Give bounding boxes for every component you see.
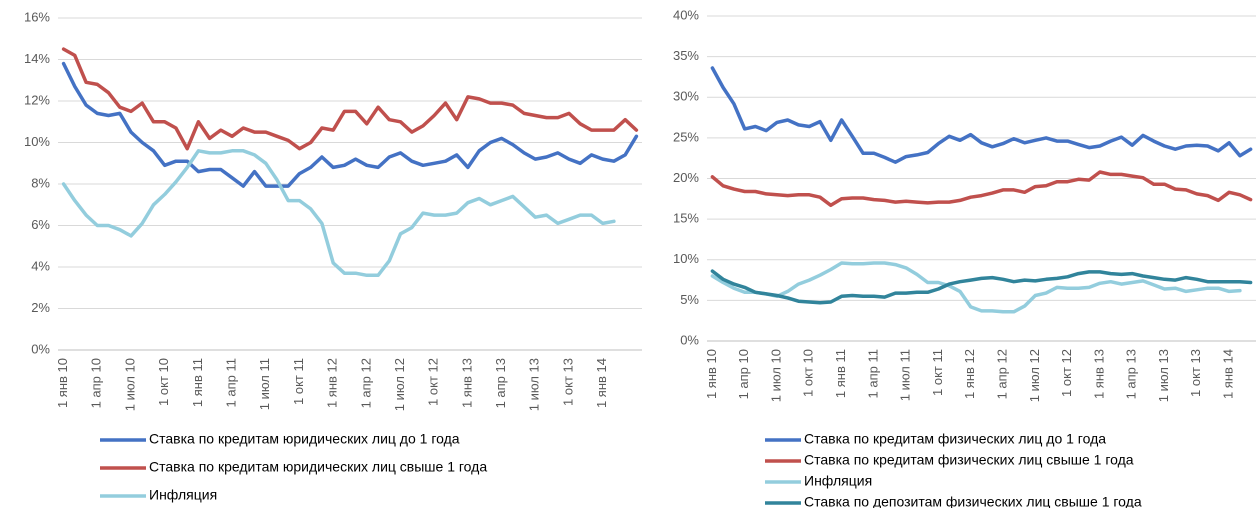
x-tick-label: 1 янв 10 — [704, 349, 719, 399]
series-line — [710, 261, 1242, 314]
x-tick-label: 1 июл 12 — [392, 358, 407, 411]
y-tick-label: 0% — [680, 332, 699, 347]
x-tick-label: 1 апр 13 — [493, 358, 508, 408]
y-tick-label: 12% — [24, 92, 50, 107]
y-tick-label: 4% — [31, 258, 50, 273]
legend-label: Ставка по кредитам юридических лиц до 1 … — [149, 431, 460, 447]
x-tick-label: 1 апр 11 — [865, 349, 880, 398]
x-tick-label: 1 янв 12 — [325, 358, 340, 408]
y-tick-label: 5% — [680, 292, 699, 307]
x-tick-label: 1 янв 13 — [1091, 349, 1106, 399]
y-tick-label: 35% — [673, 48, 699, 63]
y-tick-label: 25% — [673, 129, 699, 144]
x-tick-label: 1 апр 11 — [224, 358, 239, 407]
x-tick-label: 1 апр 12 — [358, 358, 373, 408]
x-tick-label: 1 окт 12 — [426, 358, 441, 406]
y-tick-label: 16% — [24, 9, 50, 24]
y-tick-label: 10% — [673, 251, 699, 266]
x-tick-label: 1 окт 12 — [1059, 349, 1074, 397]
x-tick-label: 1 апр 10 — [89, 358, 104, 408]
legend-label: Ставка по кредитам юридических лиц свыше… — [149, 459, 487, 475]
x-tick-label: 1 янв 12 — [962, 349, 977, 399]
legend-label: Ставка по депозитам физических лиц свыше… — [804, 494, 1142, 508]
x-tick-label: 1 июл 13 — [1156, 349, 1171, 402]
series-line — [710, 269, 1253, 305]
x-tick-label: 1 янв 11 — [190, 358, 205, 407]
x-tick-label: 1 янв 14 — [594, 358, 609, 408]
y-tick-label: 14% — [24, 51, 50, 66]
series-line — [710, 170, 1253, 208]
y-tick-label: 20% — [673, 170, 699, 185]
y-tick-label: 8% — [31, 175, 50, 190]
y-tick-label: 6% — [31, 217, 50, 232]
x-tick-label: 1 июл 11 — [898, 349, 913, 401]
legend-label: Инфляция — [149, 487, 217, 503]
legend-label: Ставка по кредитам физических лиц до 1 г… — [804, 431, 1106, 447]
x-tick-label: 1 июл 11 — [257, 358, 272, 410]
x-tick-label: 1 апр 13 — [1124, 349, 1139, 399]
y-tick-label: 10% — [24, 134, 50, 149]
x-tick-label: 1 янв 13 — [459, 358, 474, 408]
series-line — [710, 66, 1253, 164]
x-tick-label: 1 окт 11 — [930, 349, 945, 396]
legend-label: Инфляция — [804, 473, 872, 489]
x-tick-label: 1 окт 10 — [156, 358, 171, 406]
series-line — [61, 47, 639, 151]
x-tick-label: 1 апр 12 — [994, 349, 1009, 399]
x-tick-label: 1 окт 13 — [560, 358, 575, 406]
y-tick-label: 15% — [673, 211, 699, 226]
y-tick-label: 2% — [31, 300, 50, 315]
y-tick-label: 40% — [673, 7, 699, 22]
y-tick-label: 0% — [31, 341, 50, 356]
x-tick-label: 1 янв 11 — [833, 349, 848, 398]
x-tick-label: 1 июл 10 — [122, 358, 137, 411]
x-tick-label: 1 окт 11 — [291, 358, 306, 405]
x-tick-label: 1 июл 10 — [768, 349, 783, 402]
x-tick-label: 1 июл 12 — [1027, 349, 1042, 402]
x-tick-label: 1 янв 14 — [1221, 349, 1236, 399]
series-line — [61, 61, 639, 188]
series-line — [61, 149, 616, 278]
x-tick-label: 1 янв 10 — [55, 358, 70, 408]
y-tick-label: 30% — [673, 89, 699, 104]
legend-label: Ставка по кредитам физических лиц свыше … — [804, 452, 1134, 468]
x-tick-label: 1 окт 10 — [801, 349, 816, 397]
x-tick-label: 1 апр 10 — [736, 349, 751, 399]
x-tick-label: 1 июл 13 — [527, 358, 542, 411]
x-tick-label: 1 окт 13 — [1188, 349, 1203, 397]
